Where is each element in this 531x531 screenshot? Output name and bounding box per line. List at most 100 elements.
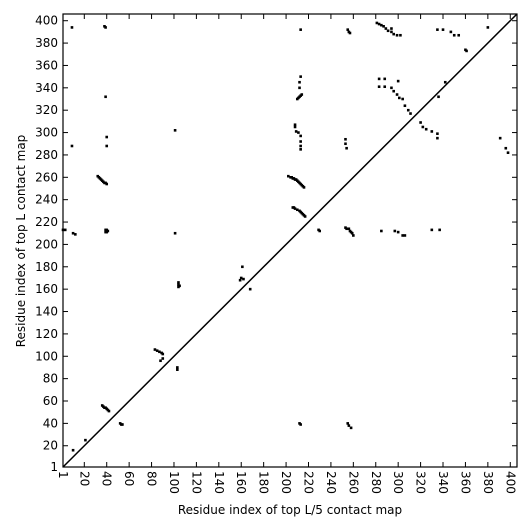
contact-point — [153, 348, 157, 351]
contact-point — [449, 30, 453, 34]
contact-point — [436, 136, 439, 140]
contact-point — [377, 77, 381, 81]
x-tick-label: 200 — [279, 471, 293, 494]
x-tick-label: 80 — [145, 471, 159, 486]
diagonal — [62, 13, 518, 468]
y-tick-label: 40 — [43, 416, 58, 430]
contact-point — [390, 27, 393, 30]
contact-point — [401, 97, 404, 101]
contact-point — [383, 77, 387, 81]
y-tick-label: 400 — [35, 14, 58, 28]
contact-point — [239, 276, 243, 280]
contact-point — [403, 104, 407, 108]
contact-point — [406, 108, 410, 112]
contact-point — [380, 23, 383, 27]
contact-point — [84, 438, 87, 442]
contact-point — [424, 127, 428, 131]
y-tick-label: 1 — [50, 460, 58, 474]
contact-point — [396, 79, 400, 83]
contact-point — [176, 366, 179, 369]
contact-point — [161, 357, 165, 360]
y-tick-label: 340 — [35, 81, 58, 95]
contact-point — [347, 227, 351, 231]
contact-point — [436, 132, 439, 135]
contact-point — [344, 142, 347, 146]
contact-point — [395, 33, 399, 37]
y-tick-label: 140 — [35, 305, 58, 319]
contact-point — [377, 85, 381, 89]
y-tick-label: 80 — [43, 372, 58, 386]
contact-point — [105, 230, 109, 234]
contact-point — [348, 31, 352, 35]
x-tick-label: 320 — [414, 471, 428, 494]
y-tick-label: 360 — [35, 58, 58, 72]
y-tick-label: 240 — [35, 193, 58, 207]
contact-point — [242, 277, 245, 281]
contact-point — [299, 148, 302, 151]
contact-point — [383, 85, 387, 89]
y-tick-label: 20 — [43, 439, 58, 453]
y-axis-label: Residue index of top L contact map — [14, 135, 28, 348]
contact-point — [465, 49, 468, 53]
plot-frame — [62, 13, 518, 468]
contact-point — [177, 285, 180, 289]
contact-point — [159, 359, 162, 363]
contact-point — [105, 135, 109, 139]
contact-point — [298, 422, 301, 425]
contact-point — [105, 144, 109, 148]
contact-point — [299, 140, 302, 143]
contact-point — [430, 228, 434, 232]
contact-point — [302, 186, 306, 189]
x-tick-label: 380 — [481, 471, 495, 494]
contact-point — [397, 96, 401, 100]
y-tick-label: 380 — [35, 36, 58, 50]
contact-point — [375, 21, 379, 25]
contact-point — [107, 409, 111, 413]
x-tick-label: 260 — [346, 471, 360, 494]
x-tick-label: 100 — [167, 471, 181, 494]
contact-point — [74, 233, 77, 236]
contact-point — [63, 228, 67, 232]
contact-point — [390, 86, 393, 90]
contact-point — [437, 95, 440, 99]
x-tick-label: 140 — [212, 471, 226, 494]
y-tick-label: 280 — [35, 148, 58, 162]
contact-point — [392, 89, 395, 93]
contact-point — [104, 26, 107, 29]
contact-point — [395, 93, 399, 96]
contact-point — [318, 229, 322, 233]
x-tick-label: 60 — [122, 471, 136, 486]
contact-point — [399, 33, 402, 37]
contact-point — [392, 32, 395, 36]
contact-point — [347, 424, 351, 427]
contact-point — [177, 281, 180, 284]
contact-point — [295, 208, 299, 212]
contact-point — [344, 137, 347, 141]
y-tick-label: 220 — [35, 215, 58, 229]
contact-point — [287, 174, 290, 178]
x-tick-label: 400 — [503, 471, 517, 494]
contact-point — [390, 30, 393, 34]
x-axis-label: Residue index of top L/5 contact map — [178, 503, 402, 517]
contact-point — [403, 234, 407, 237]
contact-point — [441, 28, 445, 31]
contact-point — [349, 426, 353, 430]
y-tick-label: 300 — [35, 126, 58, 140]
x-tick-label: 340 — [436, 471, 450, 494]
contact-point — [70, 26, 74, 29]
contact-point — [506, 151, 510, 154]
contact-point — [401, 234, 404, 237]
contact-point — [294, 130, 298, 133]
x-tick-label: 20 — [77, 471, 91, 486]
y-tick-label: 260 — [35, 170, 58, 184]
contact-point — [377, 22, 381, 26]
contact-point — [299, 144, 302, 148]
y-tick-label: 200 — [35, 237, 58, 251]
contact-point — [238, 278, 242, 282]
contact-point — [384, 27, 388, 30]
contact-point — [443, 80, 447, 84]
contact-point — [486, 26, 490, 29]
contact-point — [71, 231, 75, 235]
y-tick-label: 160 — [35, 282, 58, 296]
contact-point — [299, 134, 302, 138]
